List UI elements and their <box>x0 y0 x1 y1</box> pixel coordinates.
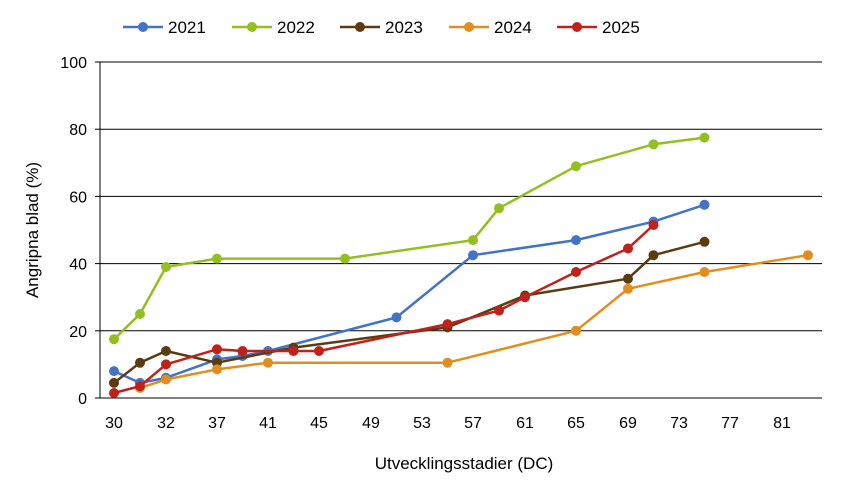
data-point <box>212 344 222 355</box>
data-point <box>109 334 119 345</box>
data-point <box>314 346 324 356</box>
x-tick-label: 53 <box>413 415 431 432</box>
gridlines <box>100 61 822 332</box>
data-point <box>648 139 659 150</box>
x-axis-title: Utvecklingsstadier (DC) <box>375 454 554 473</box>
data-point <box>288 346 299 356</box>
y-tick-label: 80 <box>69 122 87 139</box>
legend-label: 2025 <box>602 18 640 37</box>
data-point <box>340 253 350 264</box>
data-point <box>161 262 171 272</box>
legend-label: 2022 <box>277 18 315 37</box>
x-tick-label: 69 <box>619 415 637 432</box>
data-point <box>648 220 659 230</box>
y-axis-ticks: 0 20 40 60 80 100 <box>60 55 87 408</box>
data-point <box>442 357 453 368</box>
data-point <box>520 292 530 303</box>
series-2022 <box>109 132 710 345</box>
data-point <box>442 319 453 330</box>
x-tick-label: 37 <box>208 415 226 432</box>
y-axis-title: Angripna blad (%) <box>23 162 42 298</box>
data-point <box>699 199 710 210</box>
data-point <box>803 250 813 261</box>
data-point <box>571 325 581 336</box>
x-tick-label: 65 <box>567 415 585 432</box>
data-point <box>263 357 273 368</box>
x-tick-label: 30 <box>105 415 123 432</box>
series-line <box>113 240 705 384</box>
series-line <box>113 203 705 385</box>
legend: 2021 2022 2023 2024 2025 <box>123 18 640 37</box>
data-point <box>494 305 504 316</box>
legend-label: 2024 <box>494 18 532 37</box>
data-point <box>161 346 171 356</box>
x-tick-label: 73 <box>670 415 688 432</box>
series-group <box>109 132 813 398</box>
y-tick-label: 20 <box>69 324 87 341</box>
y-tick-label: 100 <box>60 55 87 72</box>
series-line <box>113 136 705 341</box>
data-point <box>623 243 633 254</box>
legend-marker <box>247 22 257 32</box>
data-point <box>109 377 119 388</box>
data-point <box>623 273 633 284</box>
data-point <box>571 235 581 246</box>
x-tick-label: 61 <box>516 415 534 432</box>
legend-item-2025: 2025 <box>557 18 640 37</box>
legend-item-2023: 2023 <box>340 18 423 37</box>
data-point <box>135 357 145 368</box>
data-point <box>212 253 222 264</box>
x-tick-label: 32 <box>157 415 175 432</box>
data-point <box>494 203 504 214</box>
series-2025 <box>109 220 659 398</box>
data-point <box>135 309 145 319</box>
data-point <box>699 236 710 247</box>
data-point <box>699 132 710 143</box>
legend-item-2022: 2022 <box>232 18 315 37</box>
axes <box>95 61 822 399</box>
y-tick-label: 60 <box>69 189 87 206</box>
data-point <box>237 346 248 356</box>
x-axis-ticks: 30 32 37 41 45 49 53 57 61 65 69 73 77 81 <box>105 415 791 432</box>
data-point <box>571 161 581 172</box>
legend-marker <box>355 22 365 32</box>
legend-item-2021: 2021 <box>123 18 206 37</box>
data-point <box>391 312 402 323</box>
x-tick-label: 41 <box>259 415 277 432</box>
x-tick-label: 77 <box>721 415 739 432</box>
x-tick-label: 45 <box>310 415 328 432</box>
data-point <box>623 283 633 294</box>
x-tick-label: 57 <box>464 415 482 432</box>
x-tick-label: 49 <box>362 415 380 432</box>
legend-label: 2021 <box>168 18 206 37</box>
x-tick-label: 81 <box>773 415 791 432</box>
data-point <box>135 381 145 392</box>
legend-marker <box>572 22 582 32</box>
data-point <box>212 364 222 375</box>
data-point <box>699 267 710 277</box>
data-point <box>571 267 581 277</box>
series-2024 <box>135 250 813 393</box>
data-point <box>161 374 171 385</box>
legend-marker <box>464 22 474 32</box>
legend-label: 2023 <box>385 18 423 37</box>
y-tick-label: 0 <box>78 391 87 408</box>
data-point <box>161 359 171 370</box>
data-point <box>109 388 119 398</box>
data-point <box>648 250 659 261</box>
y-tick-label: 40 <box>69 257 87 274</box>
legend-item-2024: 2024 <box>449 18 532 37</box>
legend-marker <box>138 22 148 32</box>
data-point <box>468 250 478 261</box>
data-point <box>468 235 478 246</box>
data-point <box>109 366 119 377</box>
